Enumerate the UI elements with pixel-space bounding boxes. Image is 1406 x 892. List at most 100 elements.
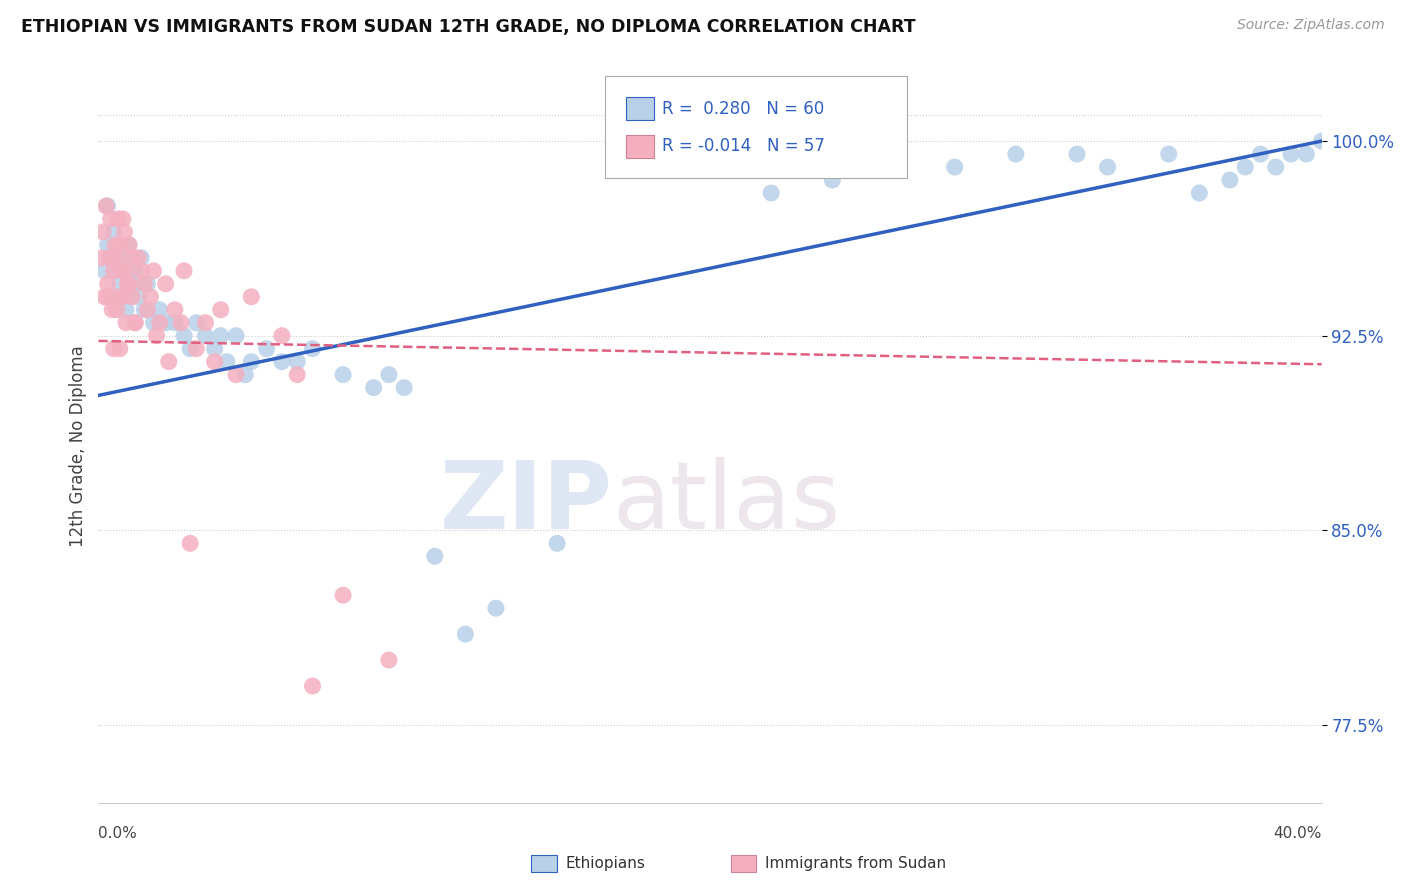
Point xyxy=(155,316,177,330)
Point xyxy=(301,679,323,693)
Point xyxy=(204,354,226,368)
Point xyxy=(127,251,149,265)
Point xyxy=(100,211,122,226)
Point xyxy=(1234,160,1257,174)
Point xyxy=(115,302,138,317)
Point xyxy=(121,251,143,265)
Point xyxy=(485,601,508,615)
Point xyxy=(215,354,238,368)
Point xyxy=(108,342,131,356)
Point xyxy=(94,199,117,213)
Point xyxy=(173,264,195,278)
Point xyxy=(155,277,177,291)
Point xyxy=(108,238,131,252)
Point xyxy=(103,225,125,239)
Point xyxy=(173,328,195,343)
Point xyxy=(117,277,139,291)
Point xyxy=(233,368,256,382)
Text: Ethiopians: Ethiopians xyxy=(565,856,645,871)
Text: atlas: atlas xyxy=(612,457,841,549)
Text: Immigrants from Sudan: Immigrants from Sudan xyxy=(765,856,946,871)
Point xyxy=(1295,147,1317,161)
Text: 0.0%: 0.0% xyxy=(98,827,138,841)
Point xyxy=(124,316,146,330)
Point xyxy=(821,173,844,187)
Point xyxy=(142,316,165,330)
Point xyxy=(270,328,294,343)
Point xyxy=(163,302,186,317)
Point xyxy=(115,264,138,278)
Point xyxy=(118,238,141,252)
Point xyxy=(1188,186,1211,200)
Point xyxy=(105,290,128,304)
Point xyxy=(103,342,125,356)
Point xyxy=(97,290,120,304)
Point xyxy=(179,342,201,356)
Point xyxy=(240,290,263,304)
Point xyxy=(139,290,162,304)
Point xyxy=(225,368,247,382)
Point xyxy=(118,290,141,304)
Point xyxy=(1157,147,1180,161)
Point xyxy=(136,302,159,317)
Point xyxy=(145,328,167,343)
Point xyxy=(105,251,128,265)
Point xyxy=(97,277,120,291)
Point xyxy=(186,316,208,330)
Point xyxy=(157,354,180,368)
Point xyxy=(105,264,128,278)
Point xyxy=(256,342,278,356)
Point xyxy=(1264,160,1286,174)
Point xyxy=(136,277,159,291)
Point xyxy=(240,354,263,368)
Point xyxy=(194,316,217,330)
Point xyxy=(1219,173,1241,187)
Point xyxy=(1066,147,1088,161)
Point xyxy=(285,354,308,368)
Point xyxy=(225,328,247,343)
Point xyxy=(129,264,152,278)
Point xyxy=(301,342,323,356)
Point xyxy=(194,328,217,343)
Point xyxy=(104,238,127,252)
Point xyxy=(378,653,401,667)
Point xyxy=(127,290,149,304)
Point xyxy=(883,160,905,174)
Point xyxy=(1004,147,1026,161)
Point xyxy=(91,225,114,239)
Point xyxy=(179,536,201,550)
Point xyxy=(943,160,966,174)
Text: R =  0.280   N = 60: R = 0.280 N = 60 xyxy=(662,100,824,118)
Point xyxy=(1097,160,1119,174)
Text: ZIP: ZIP xyxy=(439,457,612,549)
Point xyxy=(378,368,401,382)
Point xyxy=(98,251,121,265)
Point xyxy=(103,264,125,278)
Point xyxy=(149,316,172,330)
Point xyxy=(118,277,141,291)
Point xyxy=(129,251,152,265)
Text: 40.0%: 40.0% xyxy=(1274,827,1322,841)
Point xyxy=(121,290,143,304)
Point xyxy=(107,211,129,226)
Point xyxy=(103,290,125,304)
Point xyxy=(134,277,156,291)
Point xyxy=(111,251,134,265)
Point xyxy=(546,536,568,550)
Point xyxy=(118,238,141,252)
Point xyxy=(1250,147,1272,161)
Point xyxy=(149,302,172,317)
Point xyxy=(142,264,165,278)
Point xyxy=(423,549,446,564)
Point xyxy=(93,264,115,278)
Point xyxy=(110,264,132,278)
Point xyxy=(332,368,354,382)
Point xyxy=(100,251,122,265)
Point xyxy=(332,588,354,602)
Point xyxy=(93,290,115,304)
Point xyxy=(209,302,232,317)
Point xyxy=(163,316,186,330)
Point xyxy=(111,290,134,304)
Point xyxy=(209,328,232,343)
Point xyxy=(454,627,477,641)
